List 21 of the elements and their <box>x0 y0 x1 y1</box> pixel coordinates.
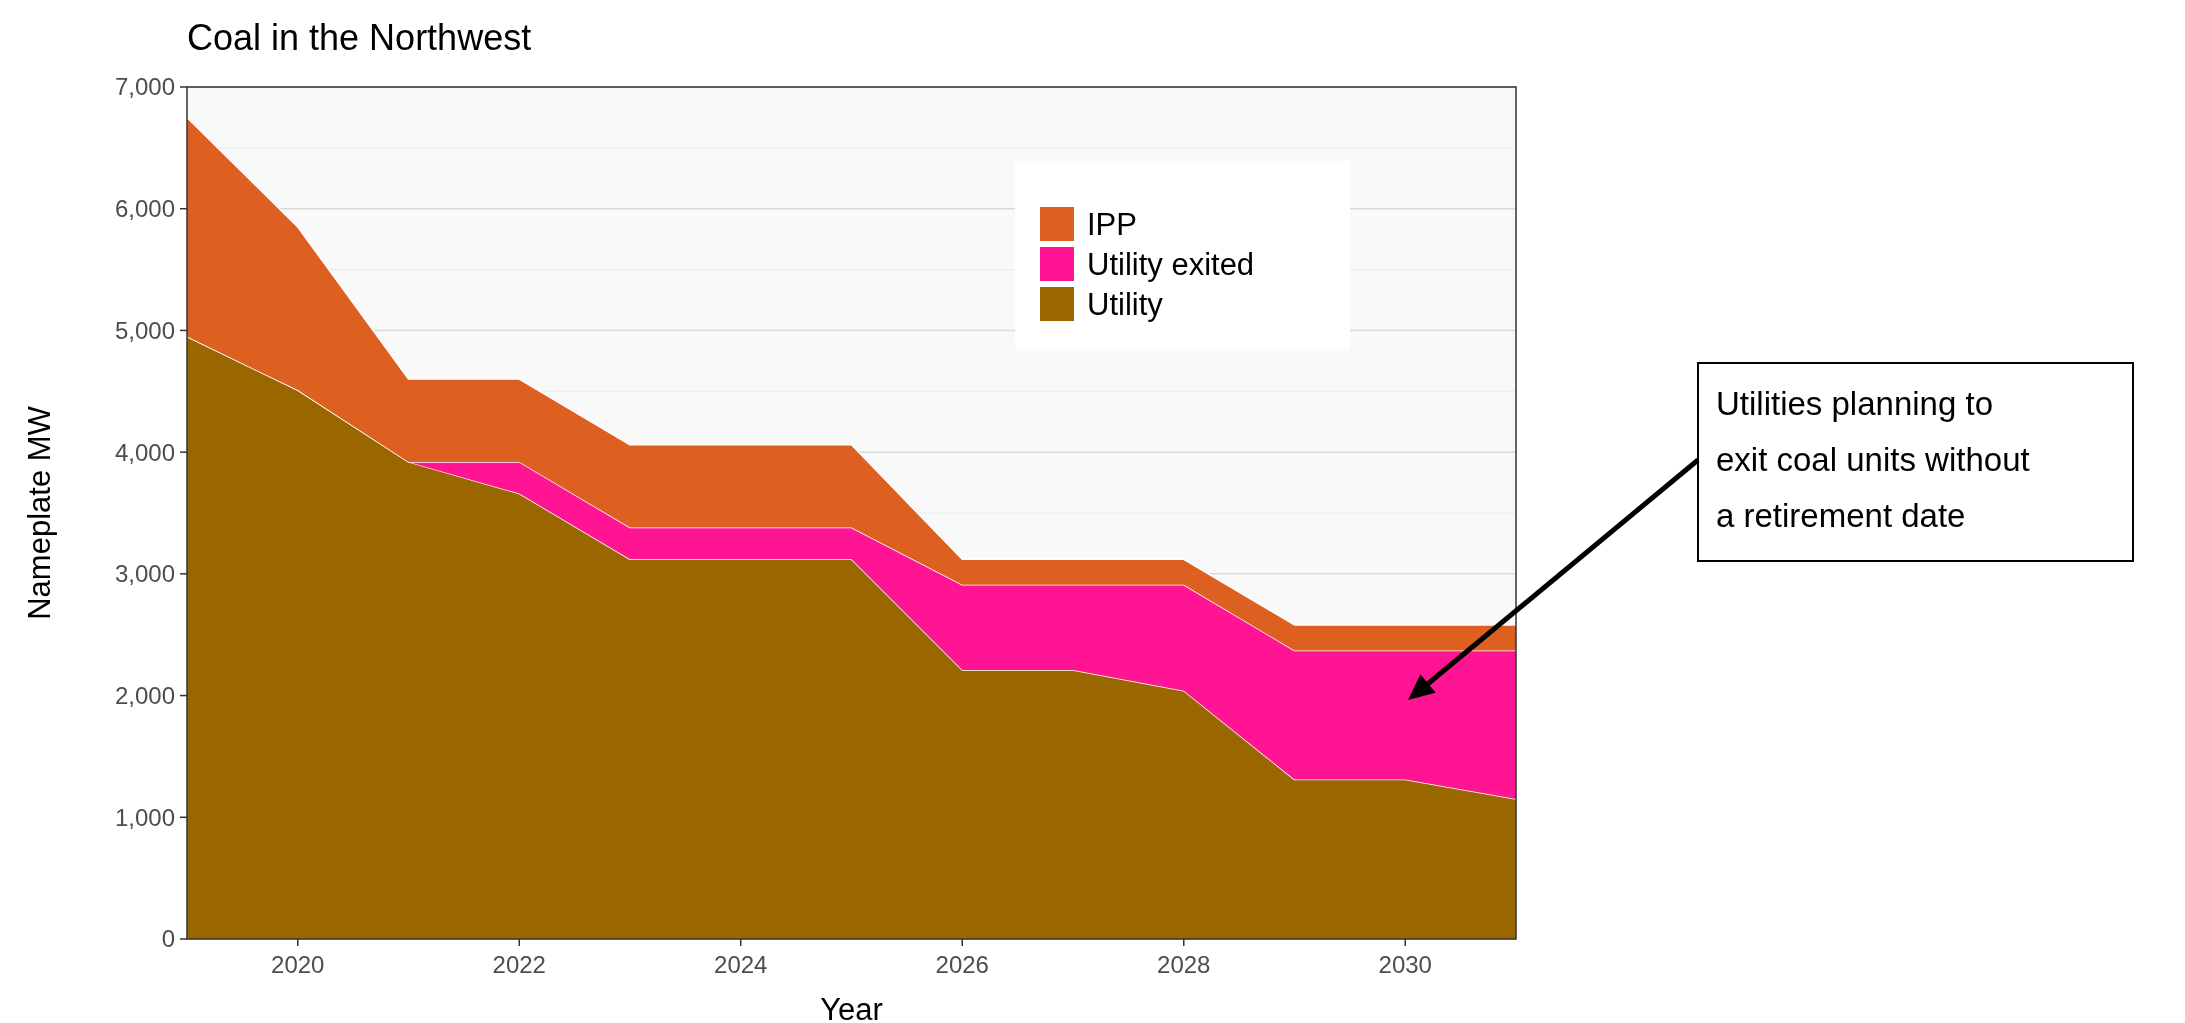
legend-label: Utility exited <box>1087 246 1255 282</box>
x-tick-label: 2024 <box>714 951 768 978</box>
y-tick-label: 4,000 <box>114 438 175 466</box>
y-tick-label: 0 <box>161 925 175 953</box>
x-tick-label: 2030 <box>1378 951 1432 978</box>
x-tick-label: 2022 <box>492 951 546 978</box>
x-axis-title: Year <box>820 992 883 1023</box>
y-tick-label: 2,000 <box>114 681 175 709</box>
x-tick-label: 2028 <box>1157 951 1211 978</box>
y-tick-label: 5,000 <box>114 316 175 344</box>
x-tick-label: 2020 <box>271 951 325 978</box>
x-tick-label: 2026 <box>935 951 989 978</box>
y-tick-label: 3,000 <box>114 560 175 588</box>
chart-title: Coal in the Northwest <box>187 17 532 58</box>
y-axis-title: Nameplate MW <box>22 405 57 620</box>
legend-label: IPP <box>1087 206 1137 242</box>
text: Utilities planning to exit coal units without a retirement date <box>1716 385 2030 534</box>
legend-label: Utility <box>1087 286 1164 322</box>
y-tick-label: 6,000 <box>114 195 175 223</box>
y-tick-label: 7,000 <box>114 73 175 101</box>
y-tick-label: 1,000 <box>114 803 175 831</box>
